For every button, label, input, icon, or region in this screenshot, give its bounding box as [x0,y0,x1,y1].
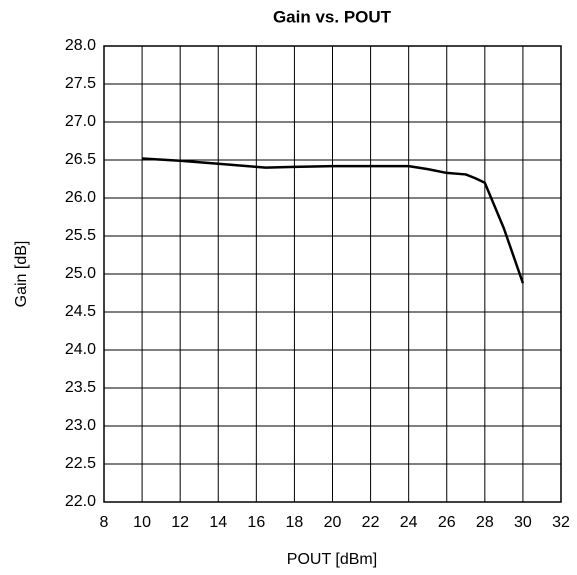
y-tick-label: 23.5 [65,379,96,396]
y-tick-label: 27.5 [65,75,96,92]
y-tick-label: 27.0 [65,113,96,130]
x-tick-label: 28 [476,514,494,531]
x-tick-label: 26 [438,514,456,531]
y-tick-label: 25.5 [65,227,96,244]
line [142,157,525,284]
y-tick-label: 25.0 [65,265,96,282]
x-tick-label: 14 [209,514,227,531]
y-tick-label: 23.0 [65,417,96,434]
x-tick-label: 32 [552,514,570,531]
y-tick-label: 26.5 [65,151,96,168]
x-tick-label: 16 [247,514,265,531]
y-tick-label: 22.0 [65,493,96,510]
y-tick-label: 24.5 [65,303,96,320]
x-tick-label: 12 [171,514,189,531]
x-tick-label: 30 [514,514,532,531]
x-tick-label: 20 [324,514,342,531]
y-axis-label: Gain [dB] [13,241,30,308]
x-tick-label: 22 [362,514,380,531]
y-tick-label: 28.0 [65,37,96,54]
chart-title: Gain vs. POUT [273,7,392,26]
x-tick-label: 10 [133,514,151,531]
plot-frame [103,45,562,503]
x-tick-label: 8 [100,514,109,531]
y-tick-label: 24.0 [65,341,96,358]
y-tick-label: 22.5 [65,455,96,472]
x-axis-label: POUT [dBm] [287,551,377,568]
x-tick-label: 24 [400,514,418,531]
x-tick-label: 18 [286,514,304,531]
y-tick-label: 26.0 [65,189,96,206]
